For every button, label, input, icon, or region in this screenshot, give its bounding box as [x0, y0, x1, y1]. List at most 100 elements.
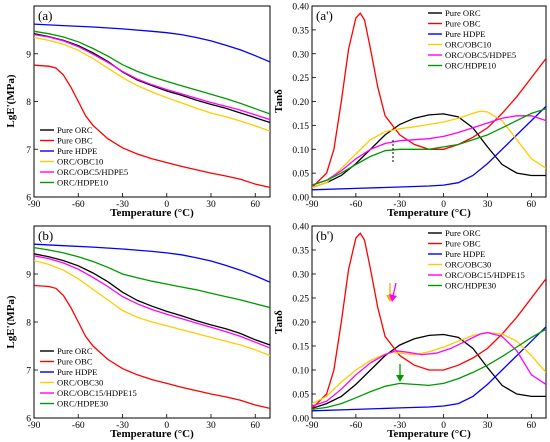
series-line-pure-hdpe — [34, 243, 270, 283]
y-tick-label: 0.10 — [292, 146, 309, 156]
panel-label: (a') — [316, 8, 333, 23]
series-line-orc-hdpe10 — [34, 30, 270, 115]
legend-label: ORC/HDPE10 — [445, 61, 496, 71]
y-tick-label: 0.25 — [292, 74, 309, 84]
legend-label: ORC/OBC30 — [445, 260, 491, 270]
x-axis-title: Temperature (°C) — [387, 207, 471, 219]
y-tick-label: 0.35 — [292, 247, 309, 257]
x-tick-label: -60 — [350, 421, 363, 431]
series-line-orc-obc15-hdpe15 — [34, 255, 270, 349]
legend-label: Pure HDPE — [57, 367, 97, 377]
series-line-orc-obc30 — [34, 259, 270, 357]
series-line-orc-obc30 — [312, 331, 546, 405]
x-tick-label: -90 — [28, 200, 41, 210]
legend-label: Pure ORC — [57, 346, 93, 356]
y-axis-title: Tanδ — [273, 89, 285, 113]
x-tick-label: 30 — [206, 200, 216, 210]
y-tick-label: 6 — [26, 415, 31, 425]
legend-label: Pure HDPE — [445, 249, 485, 259]
x-tick-label: 60 — [527, 200, 537, 210]
y-tick-label: 0.20 — [292, 319, 309, 329]
plot-frame — [311, 225, 547, 419]
legend-label: ORC/OBC10 — [57, 157, 103, 167]
x-axis-title: Temperature (°C) — [110, 207, 194, 219]
y-tick-label: 0.40 — [292, 3, 309, 13]
y-tick-label: 9 — [26, 50, 31, 60]
series-line-orc-obc5-hdpe5 — [34, 33, 270, 121]
series-line-pure-orc — [312, 333, 546, 410]
legend-label: Pure ORC — [445, 228, 481, 238]
x-tick-label: 0 — [164, 421, 169, 431]
series-line-pure-hdpe — [312, 105, 546, 191]
y-tick-label: 0.30 — [292, 271, 309, 281]
x-tick-label: -90 — [306, 421, 319, 431]
legend-label: ORC/HDPE30 — [445, 281, 496, 291]
legend-label: Pure OBC — [57, 136, 93, 146]
x-tick-label: -30 — [393, 200, 406, 210]
series-line-orc-hdpe10 — [312, 108, 546, 186]
legend-label: Pure HDPE — [445, 29, 485, 39]
y-tick-label: 0.30 — [292, 50, 309, 60]
y-axis-title: LgE'(MPa) — [5, 74, 17, 127]
legend-label: Pure OBC — [445, 19, 481, 29]
legend-label: Pure ORC — [445, 8, 481, 18]
x-tick-label: -30 — [116, 421, 129, 431]
x-tick-label: 60 — [527, 421, 537, 431]
x-axis-title: Temperature (°C) — [387, 428, 471, 440]
series-line-orc-obc15-hdpe15 — [312, 331, 546, 407]
series-line-orc-obc10 — [34, 36, 270, 132]
panel-label: (b) — [38, 228, 53, 243]
y-tick-label: 8 — [26, 319, 31, 329]
y-tick-label: 7 — [26, 367, 31, 377]
x-tick-label: -60 — [72, 421, 85, 431]
x-tick-label: 0 — [164, 200, 169, 210]
series-line-pure-obc — [312, 232, 546, 409]
x-tick-label: -30 — [116, 200, 129, 210]
x-tick-label: -30 — [393, 421, 406, 431]
x-tick-label: 60 — [251, 200, 261, 210]
x-axis-title: Temperature (°C) — [110, 428, 194, 440]
legend-label: Pure ORC — [57, 125, 93, 135]
x-tick-label: -90 — [306, 200, 319, 210]
y-tick-label: 0.00 — [292, 415, 309, 425]
series-line-pure-obc — [312, 12, 546, 188]
legend-label: ORC/HDPE30 — [57, 399, 108, 409]
x-tick-label: 60 — [251, 421, 261, 431]
x-tick-label: -60 — [72, 200, 85, 210]
legend-label: Pure OBC — [57, 357, 93, 367]
legend-label: ORC/OBC30 — [57, 378, 103, 388]
x-tick-label: 30 — [483, 200, 493, 210]
y-axis-title: LgE'(MPa) — [5, 295, 17, 348]
series-line-pure-orc — [34, 33, 270, 124]
panel-b: (b) Temperature (°C) LgE'(MPa) -90 -60 -30… — [5, 225, 271, 440]
panel-a-prime: (a') Temperature (°C) Tanδ -90 -60 -30 0 30 6… — [273, 3, 547, 219]
legend-label: ORC/HDPE10 — [57, 178, 108, 188]
x-tick-label: -90 — [28, 421, 41, 431]
panel-label: (b') — [316, 228, 334, 243]
legend-label: Pure OBC — [445, 239, 481, 249]
series-line-orc-hdpe30 — [312, 328, 546, 411]
x-tick-label: 30 — [206, 421, 216, 431]
y-tick-label: 9 — [26, 271, 31, 281]
peak-arrow-green — [396, 364, 404, 382]
legend-label: ORC/OBC15/HDPE15 — [445, 270, 525, 280]
legend-label: ORC/OBC10 — [445, 40, 491, 50]
series-line-pure-obc — [34, 284, 270, 410]
x-tick-label: 30 — [483, 421, 493, 431]
series-line-pure-obc — [34, 64, 270, 189]
panel-b-prime: (b') Temperature (°C) Tanδ -90 -60 -30 0 30 6… — [273, 223, 547, 440]
y-tick-label: 0.15 — [292, 343, 309, 353]
series-line-pure-hdpe — [34, 23, 270, 63]
x-tick-label: 0 — [441, 200, 446, 210]
y-tick-label: 0.20 — [292, 98, 309, 108]
y-tick-label: 0.05 — [292, 391, 309, 401]
y-tick-label: 6 — [26, 194, 31, 204]
x-tick-label: 0 — [441, 421, 446, 431]
y-tick-label: 0.10 — [292, 367, 309, 377]
series-line-pure-hdpe — [312, 326, 546, 412]
